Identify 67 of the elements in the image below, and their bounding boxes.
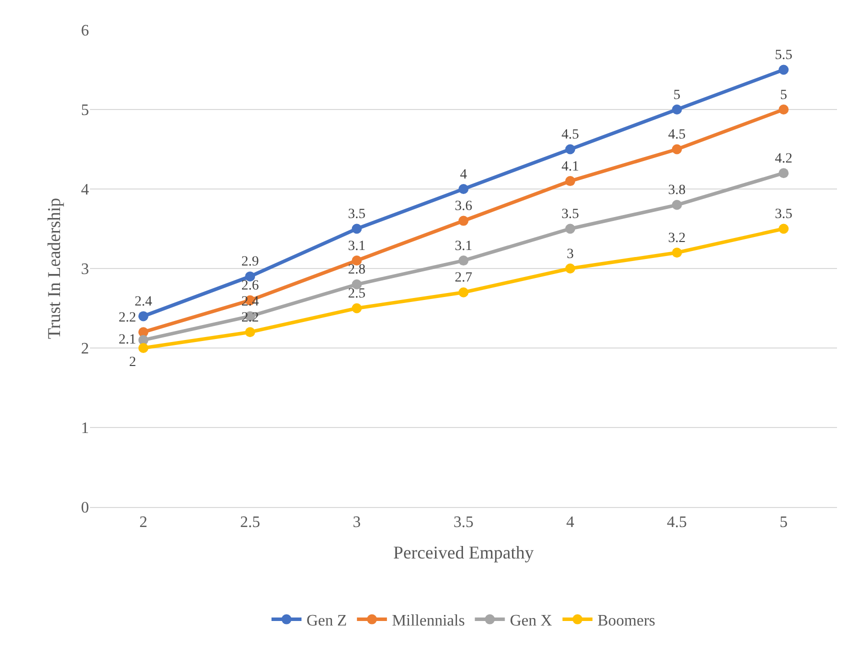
y-tick-label: 3 bbox=[81, 261, 89, 278]
data-label: 2.5 bbox=[348, 286, 366, 302]
legend-label: Gen Z bbox=[306, 612, 347, 630]
x-tick-label: 2.5 bbox=[240, 514, 260, 532]
y-tick-label: 5 bbox=[81, 102, 89, 120]
point bbox=[672, 248, 682, 258]
point bbox=[458, 287, 468, 298]
point bbox=[778, 104, 789, 114]
x-tick-label: 2 bbox=[139, 514, 148, 532]
point bbox=[138, 311, 148, 322]
x-tick-label: 4.5 bbox=[666, 514, 687, 532]
data-label: 3.1 bbox=[454, 238, 472, 254]
data-label: 3.8 bbox=[668, 183, 686, 198]
point bbox=[458, 256, 468, 266]
point bbox=[565, 144, 576, 154]
data-label: 2.7 bbox=[454, 270, 472, 286]
y-tick-label: 0 bbox=[81, 500, 89, 517]
point bbox=[672, 104, 682, 114]
x-tick-label: 3.5 bbox=[454, 514, 474, 532]
data-label: 4.2 bbox=[774, 151, 792, 166]
x-tick-label: 5 bbox=[780, 514, 788, 532]
point bbox=[352, 303, 362, 314]
point bbox=[778, 64, 789, 75]
legend-label: Millennials bbox=[392, 612, 465, 630]
point bbox=[778, 168, 789, 178]
point bbox=[672, 144, 682, 154]
data-label: 3.5 bbox=[348, 207, 366, 222]
data-label: 4 bbox=[460, 167, 467, 182]
data-label: 4.1 bbox=[561, 159, 579, 174]
y-tick-label: 4 bbox=[81, 182, 89, 199]
data-label: 2.8 bbox=[348, 262, 366, 278]
point bbox=[778, 224, 789, 234]
point bbox=[245, 327, 256, 338]
data-label: 4.5 bbox=[668, 128, 686, 142]
data-label: 2 bbox=[129, 354, 136, 370]
point bbox=[565, 224, 576, 234]
data-label: 2.4 bbox=[134, 294, 152, 310]
point bbox=[565, 264, 576, 274]
data-label: 2.9 bbox=[241, 254, 259, 270]
data-label: 3.1 bbox=[348, 238, 366, 254]
data-label: 3.6 bbox=[454, 199, 472, 214]
point bbox=[352, 224, 362, 234]
data-label: 3.5 bbox=[774, 207, 792, 222]
data-label: 5 bbox=[780, 88, 788, 103]
point bbox=[458, 184, 468, 194]
x-axis-title: Perceived Empathy bbox=[393, 542, 534, 562]
data-label: 4.5 bbox=[561, 128, 579, 142]
data-label: 2.2 bbox=[118, 310, 136, 326]
point bbox=[672, 200, 682, 210]
point bbox=[138, 343, 148, 353]
data-label: 3.2 bbox=[668, 230, 686, 246]
y-axis-title: Trust In Leadership bbox=[44, 198, 64, 340]
data-label: 3 bbox=[566, 246, 574, 262]
data-label: 3.5 bbox=[561, 207, 579, 222]
legend-label: Boomers bbox=[597, 612, 656, 630]
data-label: 2.6 bbox=[241, 278, 259, 294]
point bbox=[458, 216, 468, 226]
point bbox=[565, 176, 576, 186]
x-tick-label: 3 bbox=[352, 514, 361, 532]
data-label: 5.5 bbox=[774, 48, 792, 63]
legend-label: Gen X bbox=[510, 612, 552, 630]
y-tick-label: 2 bbox=[81, 340, 89, 358]
y-tick-label: 1 bbox=[81, 420, 89, 438]
y-tick-label: 6 bbox=[81, 22, 89, 40]
data-label: 2.1 bbox=[118, 332, 136, 348]
data-label: 5 bbox=[673, 88, 680, 103]
x-tick-label: 4 bbox=[566, 514, 574, 532]
